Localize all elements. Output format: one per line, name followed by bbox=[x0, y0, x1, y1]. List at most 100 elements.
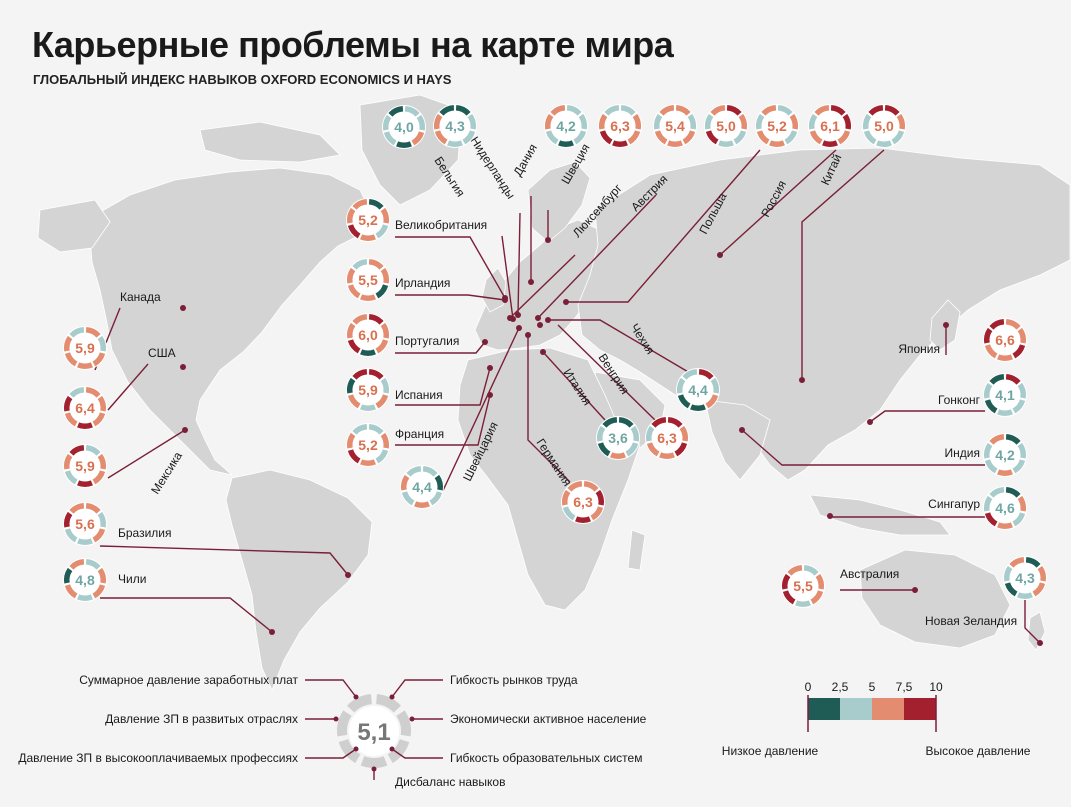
country-5-leader-line bbox=[395, 236, 506, 299]
country-8-segment bbox=[352, 369, 368, 380]
country-18-leader-line bbox=[719, 149, 837, 256]
country-8-leader-line bbox=[395, 367, 491, 406]
country-24-segment bbox=[989, 319, 1005, 330]
country-3-segment bbox=[77, 538, 93, 545]
country-5-segment bbox=[360, 234, 376, 241]
country-23-segment bbox=[562, 506, 576, 521]
country-21-location-dot bbox=[537, 322, 543, 328]
country-1-index-value: 6,4 bbox=[75, 400, 95, 416]
country-4-label: Чили bbox=[118, 572, 146, 586]
country-26-index-value: 4,2 bbox=[995, 447, 1015, 463]
country-22-segment bbox=[602, 417, 618, 428]
country-15-segment bbox=[653, 113, 663, 130]
country-6-segment bbox=[346, 267, 356, 284]
country-24-index-value: 6,6 bbox=[995, 332, 1015, 348]
country-27-segment bbox=[983, 495, 993, 512]
country-0-segment bbox=[64, 352, 78, 367]
country-29-leader-line bbox=[1024, 600, 1041, 644]
country-25-leader-line bbox=[869, 410, 985, 423]
country-15-location-dot bbox=[507, 315, 513, 321]
country-15-segment bbox=[667, 140, 683, 147]
scale-swatch bbox=[904, 698, 936, 720]
country-28-index-value: 5,5 bbox=[793, 578, 813, 594]
country-2-location-dot bbox=[182, 427, 188, 433]
country-27-segment bbox=[989, 487, 1005, 498]
country-14-segment bbox=[604, 105, 620, 116]
country-19-segment bbox=[863, 130, 877, 145]
country-16-segment bbox=[704, 113, 714, 130]
country-8-index-value: 5,9 bbox=[358, 382, 378, 398]
country-28-segment bbox=[810, 590, 824, 605]
country-27-segment bbox=[984, 512, 998, 527]
country-3-segment bbox=[97, 511, 107, 528]
country-1-segment bbox=[69, 387, 85, 398]
legend-right-leader bbox=[391, 679, 443, 698]
country-22-index-value: 3,6 bbox=[608, 430, 628, 446]
country-13-segment bbox=[558, 140, 574, 147]
country-25-location-dot bbox=[867, 419, 873, 425]
country-11-segment bbox=[404, 106, 420, 117]
country-24-segment bbox=[1012, 344, 1026, 359]
country-6-gauge: 5,5 bbox=[346, 258, 390, 302]
country-27-label: Сингапур bbox=[928, 497, 980, 511]
country-25-segment bbox=[1017, 382, 1027, 399]
country-7-segment bbox=[368, 314, 384, 325]
country-13-segment bbox=[573, 130, 587, 145]
scale-high-label: Высокое давление bbox=[926, 744, 1031, 758]
country-22-segment bbox=[630, 425, 640, 442]
country-14-segment bbox=[620, 105, 636, 116]
country-14-index-value: 6,3 bbox=[610, 118, 630, 134]
country-9-segment bbox=[346, 432, 356, 449]
country-28-location-dot bbox=[912, 587, 918, 593]
country-10-segment bbox=[414, 501, 430, 508]
country-14-segment bbox=[612, 140, 628, 147]
country-1-gauge: 6,4 bbox=[63, 386, 107, 430]
country-8-gauge: 5,9 bbox=[346, 368, 390, 412]
scale-tick-label: 10 bbox=[929, 680, 943, 694]
country-28-segment bbox=[815, 573, 825, 590]
country-13-segment bbox=[550, 105, 566, 116]
country-4-index-value: 4,8 bbox=[75, 572, 95, 588]
country-0-label: Канада bbox=[120, 290, 161, 304]
country-23-segment bbox=[575, 516, 591, 523]
country-26-segment bbox=[984, 459, 998, 474]
country-11-segment bbox=[396, 141, 412, 148]
country-19-leader-line bbox=[801, 149, 885, 380]
country-27-segment bbox=[1012, 512, 1026, 527]
country-7-label: Португалия bbox=[395, 334, 459, 348]
country-26-location-dot bbox=[739, 427, 745, 433]
country-5-segment bbox=[375, 224, 389, 239]
country-16-segment bbox=[733, 130, 747, 145]
country-19-gauge: 5,0 bbox=[862, 104, 906, 148]
country-4-segment bbox=[77, 594, 93, 601]
country-21-index-value: 6,3 bbox=[657, 430, 677, 446]
country-8-segment bbox=[347, 394, 361, 409]
country-16-location-dot bbox=[535, 315, 541, 321]
country-15-index-value: 5,4 bbox=[665, 118, 685, 134]
country-26-segment bbox=[997, 469, 1013, 476]
country-8-segment bbox=[360, 404, 376, 411]
country-28-segment bbox=[795, 600, 811, 607]
country-13-segment bbox=[544, 113, 554, 130]
country-26-segment bbox=[983, 442, 993, 459]
country-9-segment bbox=[347, 449, 361, 464]
land-australia bbox=[859, 549, 1011, 649]
country-16-segment bbox=[718, 140, 734, 147]
country-6-segment bbox=[347, 284, 361, 299]
country-0-segment bbox=[97, 335, 107, 352]
country-17-segment bbox=[784, 130, 798, 145]
country-20-segment bbox=[676, 377, 686, 394]
country-15-segment bbox=[682, 130, 696, 145]
country-18-segment bbox=[842, 113, 852, 130]
legend-gauge-segment bbox=[376, 694, 401, 713]
country-5-segment bbox=[352, 199, 368, 210]
legend-center-value: 5,1 bbox=[357, 719, 390, 746]
country-12-segment bbox=[447, 140, 463, 147]
legend: 5,1 Суммарное давление заработных плат Дав… bbox=[18, 673, 646, 789]
country-8-segment bbox=[368, 369, 384, 380]
country-8-segment bbox=[346, 377, 356, 394]
country-8-segment bbox=[375, 394, 389, 409]
legend-gauge-segment bbox=[347, 694, 372, 713]
country-20-segment bbox=[682, 369, 698, 380]
country-4-segment bbox=[69, 559, 85, 570]
